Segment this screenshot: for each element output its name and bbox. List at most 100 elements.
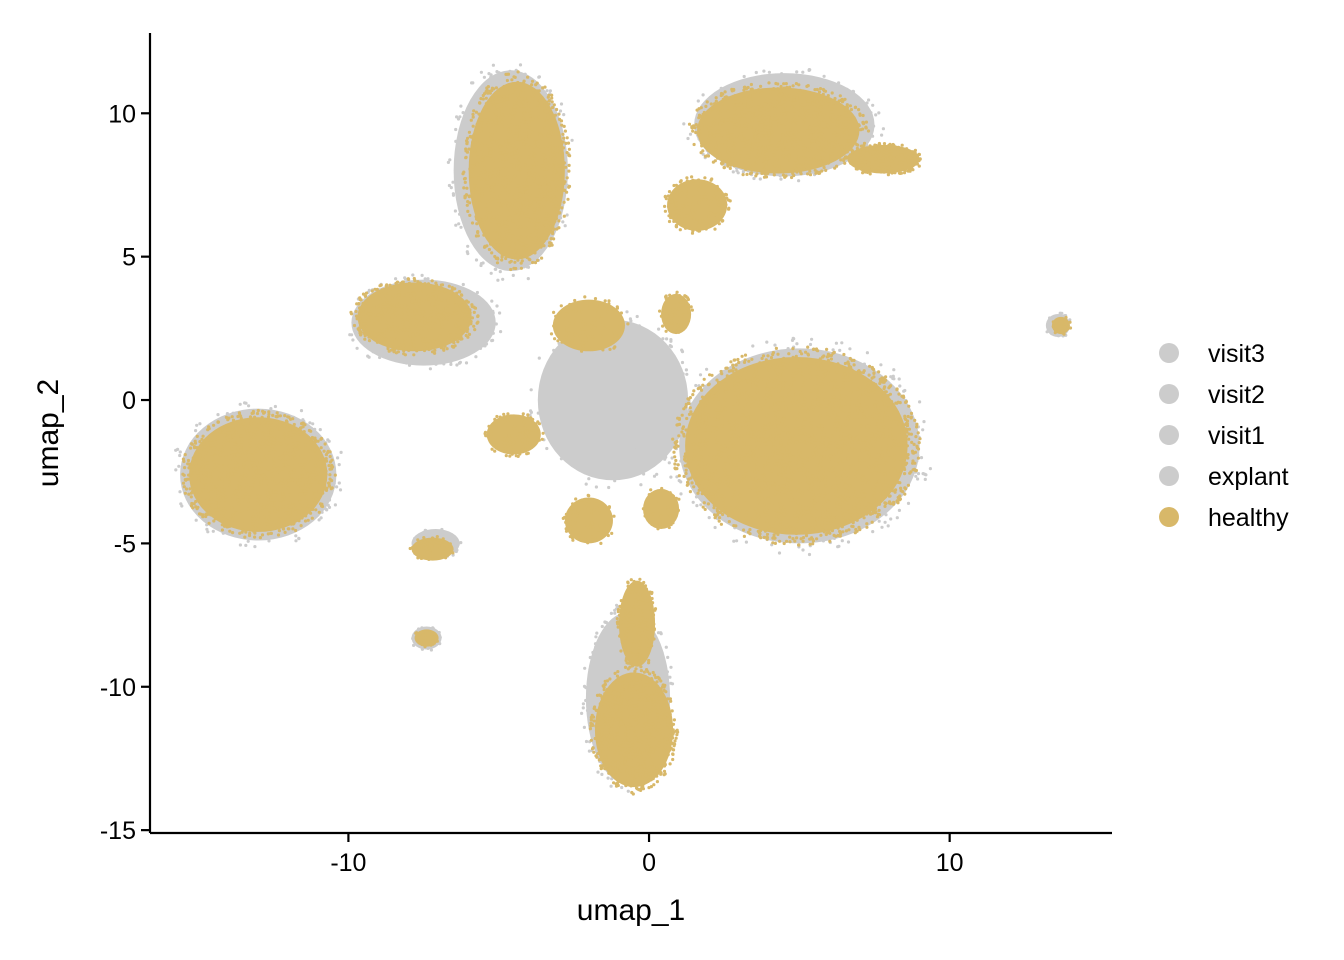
point [484, 102, 488, 106]
point [437, 300, 441, 305]
point [923, 472, 927, 476]
series-healthy [181, 70, 1073, 796]
point [469, 118, 473, 122]
point [751, 106, 756, 110]
point [1068, 318, 1072, 322]
point [455, 320, 459, 324]
point [851, 149, 855, 153]
point [538, 133, 543, 137]
point [670, 200, 674, 204]
point [793, 104, 797, 108]
point [467, 147, 471, 151]
point [697, 116, 701, 120]
point [467, 316, 471, 321]
point [511, 219, 515, 223]
point [552, 348, 556, 352]
point [871, 134, 875, 138]
point [594, 406, 598, 410]
point [490, 339, 494, 343]
point [518, 90, 523, 94]
point [562, 124, 566, 128]
point [771, 103, 775, 107]
point [500, 220, 504, 224]
point [411, 334, 415, 338]
point [738, 117, 742, 121]
point [809, 112, 813, 117]
point [669, 665, 673, 669]
point [491, 331, 495, 335]
point [440, 325, 444, 329]
point [583, 666, 587, 670]
point [238, 489, 242, 493]
point [767, 70, 772, 74]
point [490, 133, 494, 137]
point [711, 146, 715, 150]
point [632, 460, 637, 464]
point [713, 102, 717, 106]
point [475, 176, 479, 180]
point [727, 158, 732, 162]
point [475, 162, 479, 167]
point [549, 429, 553, 433]
point [267, 426, 271, 430]
point [508, 69, 512, 73]
point [387, 308, 391, 313]
point [549, 241, 553, 245]
point [641, 403, 645, 407]
point [361, 301, 365, 306]
point [410, 359, 414, 363]
point [440, 527, 444, 532]
point [476, 314, 480, 318]
point [214, 501, 218, 505]
point [371, 296, 375, 301]
point [484, 316, 488, 320]
point [516, 256, 520, 260]
point [395, 337, 399, 341]
point [504, 256, 508, 261]
point [463, 344, 467, 348]
point [845, 145, 849, 149]
point [299, 524, 303, 528]
point [735, 103, 739, 107]
point [391, 327, 395, 331]
point [543, 182, 547, 186]
point [769, 141, 773, 145]
point [504, 157, 508, 161]
point [510, 115, 515, 119]
point [505, 78, 509, 83]
point [591, 669, 596, 674]
point [198, 422, 202, 426]
point [845, 103, 849, 107]
point [525, 205, 530, 209]
point [663, 209, 668, 213]
point [397, 290, 401, 294]
point [771, 82, 776, 86]
point [709, 140, 713, 144]
point [335, 485, 339, 489]
point [790, 175, 794, 180]
point [656, 631, 661, 635]
point [787, 94, 791, 98]
point [468, 201, 472, 205]
point [740, 112, 744, 116]
point [794, 142, 799, 146]
point [795, 98, 799, 102]
point [502, 143, 506, 147]
point [540, 256, 544, 260]
point [528, 184, 532, 189]
point [509, 107, 513, 111]
point [622, 361, 626, 365]
point [698, 373, 703, 377]
point [811, 96, 815, 101]
point [384, 337, 388, 341]
point [559, 102, 564, 106]
point [501, 178, 505, 183]
point [762, 162, 766, 166]
point [532, 145, 536, 149]
point [714, 188, 718, 192]
point [675, 428, 679, 432]
point [497, 223, 501, 227]
point [514, 206, 519, 210]
point [749, 171, 754, 175]
